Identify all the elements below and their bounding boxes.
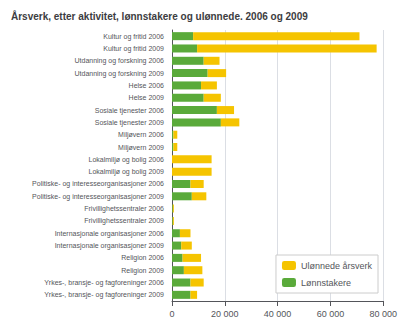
svg-text:80 000: 80 000: [369, 309, 397, 319]
svg-text:Miljøvern 2009: Miljøvern 2009: [118, 144, 164, 152]
svg-text:Internasjonale organisasjoner: Internasjonale organisasjoner 2009: [55, 242, 164, 250]
svg-text:Utdanning og forskning 2009: Utdanning og forskning 2009: [74, 70, 164, 78]
svg-text:20 000: 20 000: [211, 309, 239, 319]
svg-text:Yrkes-, bransje- og fagforenin: Yrkes-, bransje- og fagforeninger 2009: [44, 291, 164, 299]
svg-text:40 000: 40 000: [264, 309, 292, 319]
svg-text:Lønnstakere: Lønnstakere: [301, 278, 351, 288]
svg-text:0: 0: [169, 309, 174, 319]
svg-text:60 000: 60 000: [317, 309, 345, 319]
svg-text:Sosiale tjenester 2009: Sosiale tjenester 2009: [95, 119, 164, 127]
svg-text:Sosiale tjenester 2006: Sosiale tjenester 2006: [95, 107, 164, 115]
svg-text:Helse 2009: Helse 2009: [129, 94, 165, 101]
svg-text:Ulønnede årsverk: Ulønnede årsverk: [301, 261, 373, 271]
svg-text:Lokalmiljø og bolig 2009: Lokalmiljø og bolig 2009: [89, 168, 165, 176]
svg-text:Religion 2009: Religion 2009: [121, 267, 164, 275]
svg-text:Frivillighetssentraler 2006: Frivillighetssentraler 2006: [84, 205, 164, 213]
svg-text:Frivillighetssentraler 2009: Frivillighetssentraler 2009: [84, 217, 164, 225]
svg-text:Religion 2006: Religion 2006: [121, 254, 164, 262]
svg-text:Årsverk, etter aktivitet, lønn: Årsverk, etter aktivitet, lønnstakere og…: [11, 10, 308, 22]
svg-text:Internasjonale organisasjoner: Internasjonale organisasjoner 2006: [55, 230, 164, 238]
svg-text:Helse 2006: Helse 2006: [129, 82, 165, 89]
svg-text:Politiske- og interesseorganis: Politiske- og interesseorganisasjoner 20…: [32, 180, 164, 188]
svg-text:Kultur og fritid 2009: Kultur og fritid 2009: [103, 45, 164, 53]
svg-text:Utdanning og forskning 2006: Utdanning og forskning 2006: [74, 57, 164, 65]
svg-text:Politiske- og interesseorganis: Politiske- og interesseorganisasjoner 20…: [32, 193, 164, 201]
svg-text:Yrkes-, bransje- og fagforenin: Yrkes-, bransje- og fagforeninger 2006: [44, 279, 164, 287]
svg-text:Lokalmiljø og bolig 2006: Lokalmiljø og bolig 2006: [89, 156, 165, 164]
svg-text:Kultur og fritid 2006: Kultur og fritid 2006: [103, 33, 164, 41]
svg-text:Miljøvern 2006: Miljøvern 2006: [118, 131, 164, 139]
